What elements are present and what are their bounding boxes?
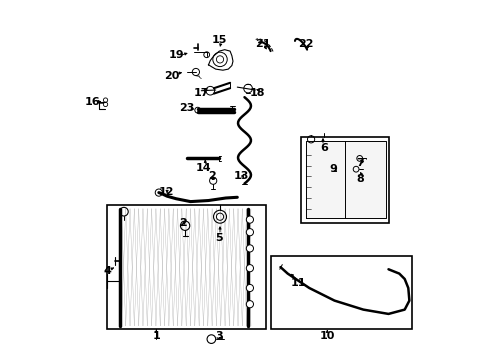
Text: 10: 10 [319,330,334,341]
Bar [301,137,387,223]
Text: 12: 12 [158,186,173,197]
Text: 17: 17 [193,88,209,98]
Text: 7: 7 [356,158,364,168]
Text: 14: 14 [195,163,210,174]
Circle shape [246,245,253,252]
Text: 4: 4 [103,266,111,276]
Text: 23: 23 [179,103,194,113]
Text: 8: 8 [356,174,364,184]
Text: 13: 13 [233,171,248,181]
Text: 2: 2 [208,171,216,181]
Text: 21: 21 [254,39,270,49]
Text: 1: 1 [152,330,160,341]
Circle shape [246,284,253,292]
Text: 6: 6 [319,143,327,153]
Text: 11: 11 [290,278,305,288]
Bar [271,256,411,329]
Text: 20: 20 [164,71,179,81]
Text: 5: 5 [214,233,222,243]
Text: 19: 19 [168,50,183,60]
Circle shape [246,229,253,236]
Text: 3: 3 [215,330,223,341]
Text: 16: 16 [84,96,100,107]
Circle shape [246,216,253,223]
Circle shape [246,265,253,272]
Text: 2: 2 [179,218,187,228]
Text: 15: 15 [211,35,226,45]
Polygon shape [305,141,385,218]
Circle shape [246,301,253,308]
Bar [107,205,265,329]
Text: 22: 22 [297,39,313,49]
Text: 18: 18 [249,88,264,98]
Text: 9: 9 [329,164,337,174]
